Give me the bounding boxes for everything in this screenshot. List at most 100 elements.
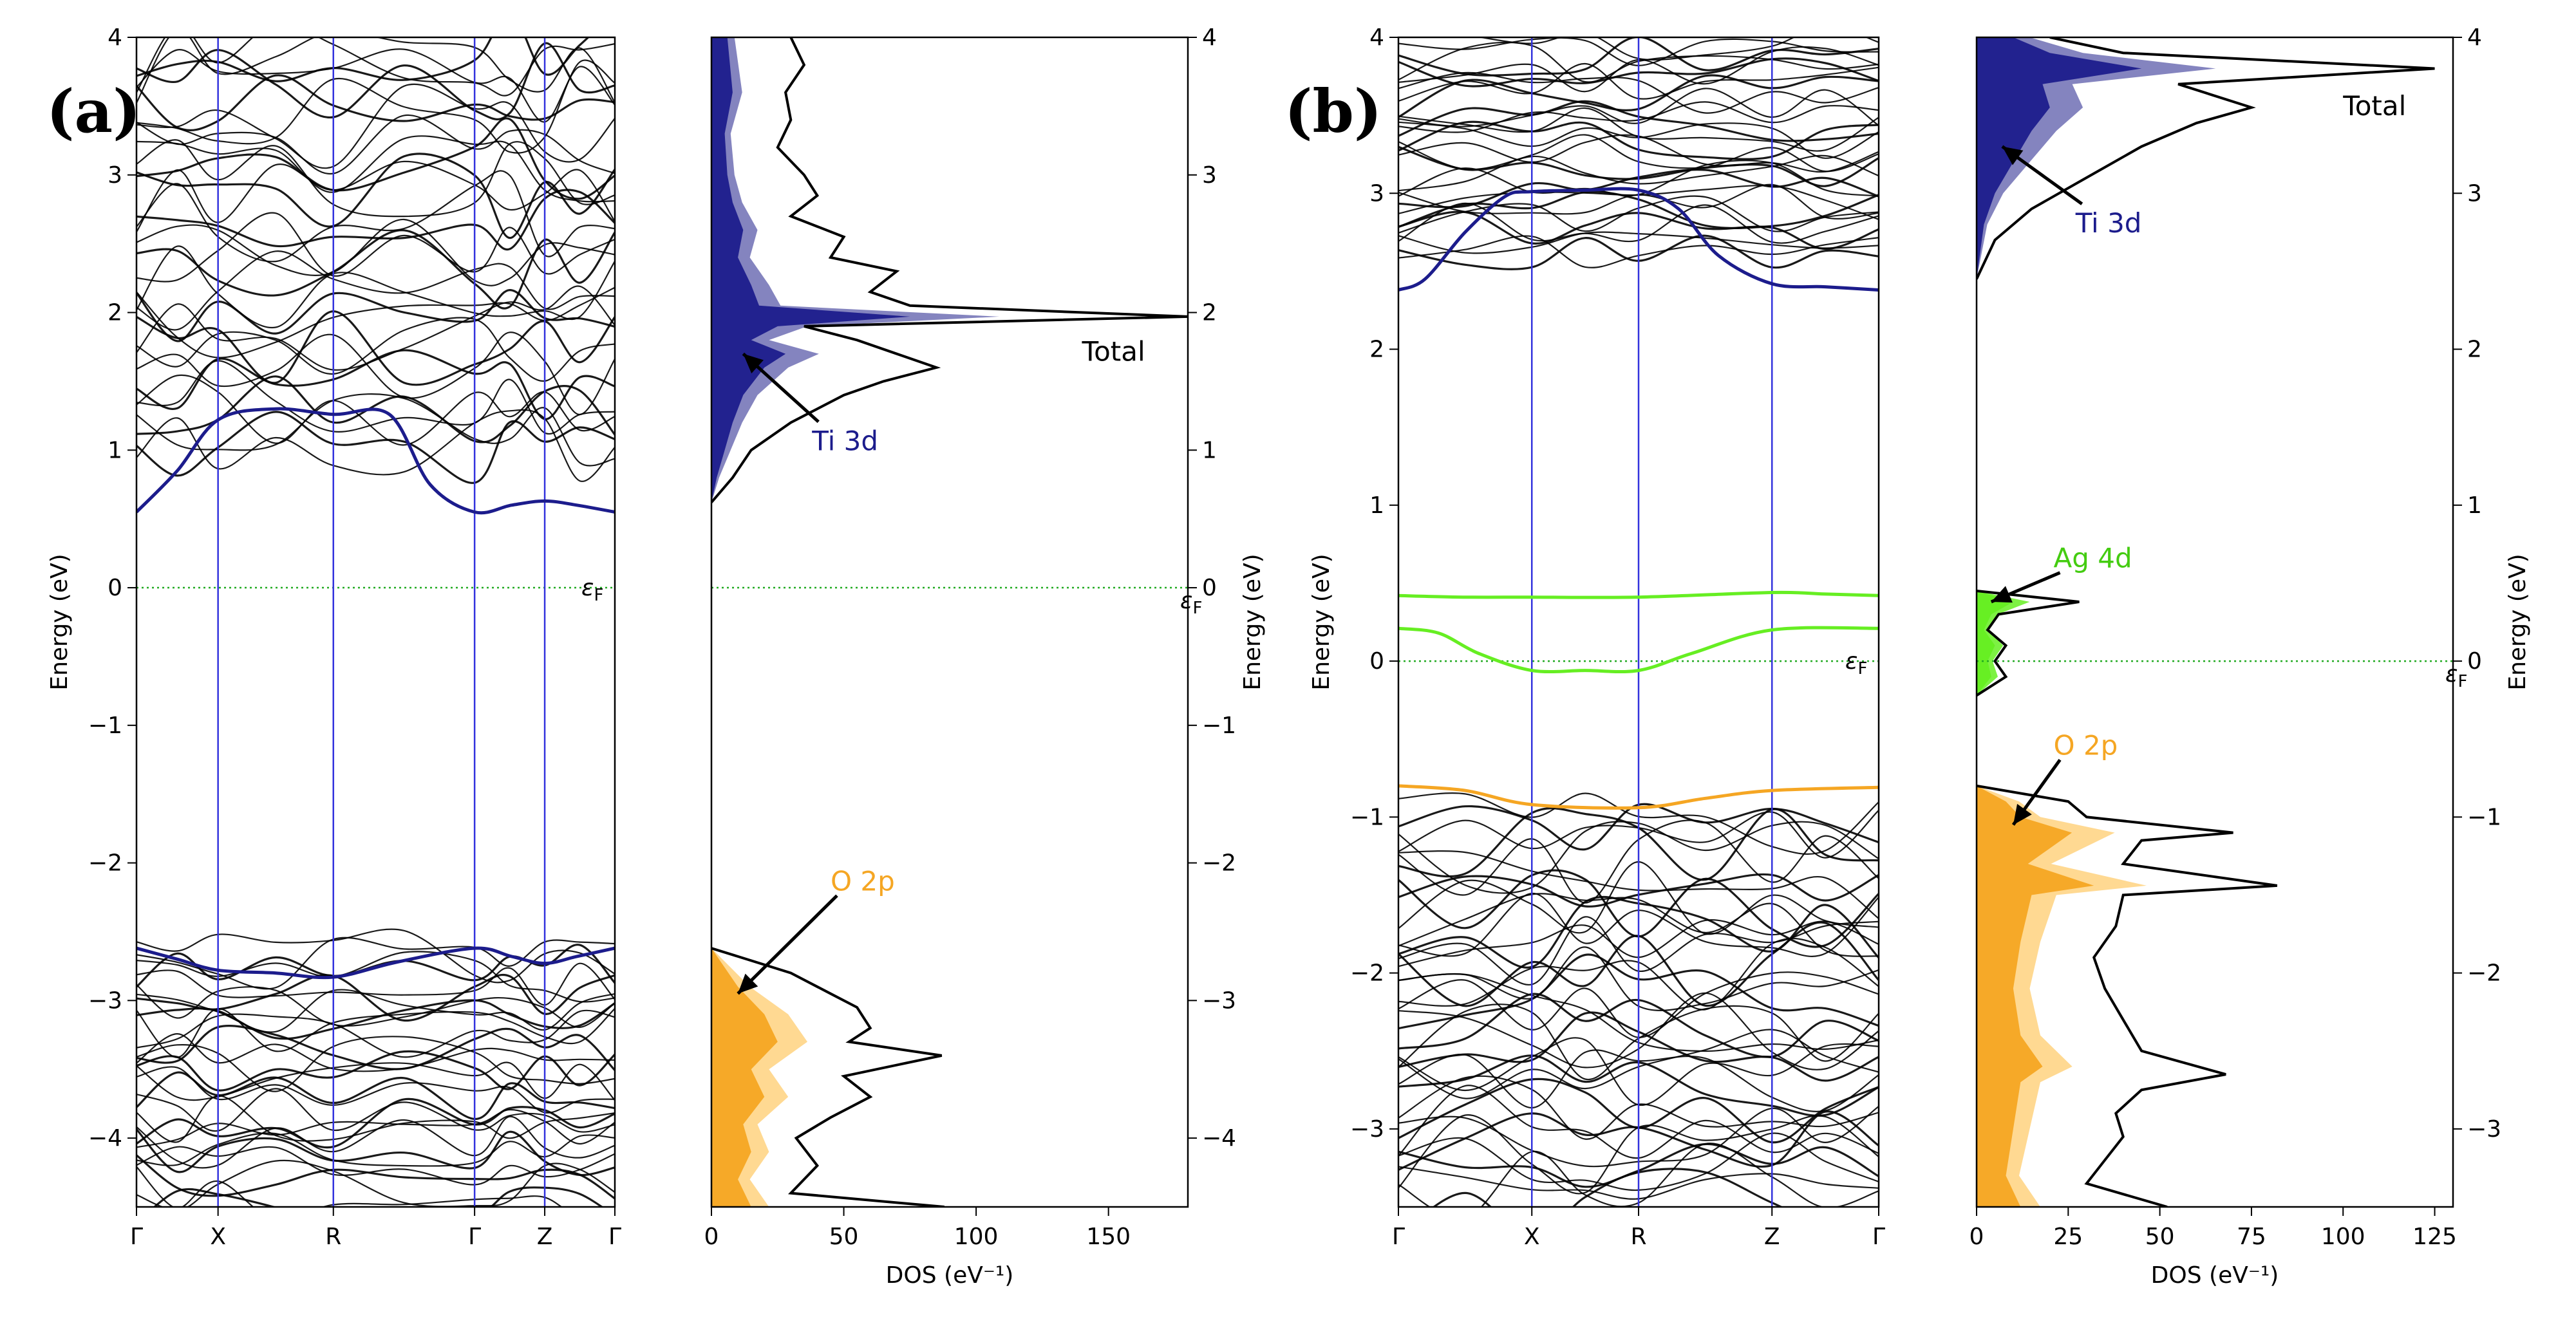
band-line [1398, 803, 1879, 851]
x-tick-label: 150 [1086, 1224, 1131, 1250]
dos-area-light [711, 37, 1000, 503]
dos-area [711, 948, 778, 1207]
y-tick-label: 3 [108, 162, 122, 189]
band-line [136, 48, 615, 123]
band-line [136, 374, 615, 446]
band-line [1398, 1037, 1879, 1106]
dos-area [1977, 37, 2142, 279]
y-axis-label: Energy (eV) [1308, 554, 1335, 690]
plot-area [1977, 37, 2453, 1207]
band-line [1398, 1049, 1879, 1112]
band-line [136, 1154, 615, 1200]
band-line [136, 393, 615, 467]
band-line [136, 944, 615, 988]
plot-frame [135, 36, 616, 1208]
band-line [136, 951, 615, 1003]
kpoint-label: R [1630, 1224, 1646, 1250]
band-line [136, 310, 615, 386]
y-tick-label: 1 [1202, 437, 1217, 463]
y-tick-label: −4 [1202, 1125, 1236, 1152]
panel-label-b: (b) [1284, 77, 1382, 146]
plot-area [1398, 37, 1879, 1207]
band-line [136, 331, 615, 416]
y-tick-label: −1 [1350, 804, 1384, 830]
band-line [136, 962, 615, 1006]
band-line [136, 989, 615, 1033]
band-line [1398, 946, 1879, 1011]
y-tick-label: 4 [1202, 24, 1217, 51]
kpoint-label: Γ [468, 1224, 481, 1250]
band-line [136, 37, 615, 104]
fermi-label: εF [1845, 648, 1867, 678]
band-line [153, 1186, 604, 1207]
band-line [136, 360, 615, 435]
band-line [136, 973, 615, 1022]
panel-label-a: (a) [46, 77, 141, 146]
x-tick-label: 0 [1970, 1224, 1984, 1250]
highlight-band [136, 946, 615, 980]
kpoint-label: Z [537, 1224, 553, 1250]
annotation-label: O 2p [831, 865, 895, 897]
dos-total-line [1977, 784, 2278, 1207]
band-line [136, 1066, 615, 1114]
y-tick-label: −1 [88, 713, 122, 739]
kpoint-label: Γ [1872, 1224, 1885, 1250]
y-tick-label: 3 [2467, 180, 2482, 207]
plot-frame [710, 36, 1189, 1208]
y-tick-label: 2 [108, 300, 122, 326]
band-line [136, 409, 615, 482]
band-line [136, 286, 615, 359]
plot-frame [1975, 36, 2454, 1208]
band-line [1398, 1114, 1879, 1195]
y-tick-label: −3 [1202, 987, 1236, 1014]
y-tick-label: 2 [1202, 300, 1217, 326]
band-line [1398, 893, 1879, 957]
y-tick-label: 0 [108, 575, 122, 601]
band-line [136, 160, 615, 232]
band-line [136, 37, 590, 82]
kpoint-label: X [1524, 1224, 1540, 1250]
dos-total-line [1977, 37, 2435, 280]
band-structure-a: −4 −3 −2 −1 0 1 2 3 4 Energy (eV) Γ X R Γ Z ΓεF [46, 24, 621, 1250]
y-tick-label: 0 [1202, 575, 1217, 601]
band-line [136, 37, 615, 97]
band-line [136, 1032, 615, 1072]
band-line [136, 229, 615, 310]
annotation-arrowhead [1991, 586, 2013, 603]
band-line [1398, 1075, 1879, 1140]
kpoint-label: Γ [1392, 1224, 1405, 1250]
annotation-arrow [737, 894, 838, 995]
annotation-label: Total [2342, 90, 2406, 122]
band-line [136, 928, 615, 984]
y-tick-label: −2 [88, 850, 122, 877]
band-structure-b: −3 −2 −1 0 1 2 3 4 Energy (eV) Γ X R Z ΓεF [1308, 24, 1885, 1250]
dos-total-line [1977, 590, 2080, 697]
highlight-band [1398, 590, 1879, 599]
y-tick-label: 2 [1369, 337, 1384, 363]
band-line [1398, 971, 1879, 1038]
kpoint-label: Z [1764, 1224, 1780, 1250]
x-tick-label: 125 [2412, 1224, 2457, 1250]
y-tick-label: 3 [1369, 180, 1384, 207]
band-line [136, 1132, 615, 1167]
kpoint-label: Γ [608, 1224, 621, 1250]
y-tick-label: 3 [1202, 162, 1217, 189]
dos-total-line [711, 947, 945, 1207]
y-tick-label: −3 [88, 987, 122, 1014]
annotation-label: Ti 3d [2075, 207, 2142, 239]
band-line [1398, 810, 1879, 859]
y-tick-label: 4 [1369, 24, 1384, 51]
band-line [1398, 88, 1879, 127]
annotation-arrowhead [738, 973, 758, 994]
x-axis-label: DOS (eV⁻¹) [886, 1262, 1014, 1289]
band-line [136, 42, 615, 120]
band-line [136, 1050, 615, 1092]
y-tick-label: 1 [2467, 492, 2482, 519]
band-line [1398, 916, 1879, 985]
y-tick-label: 0 [1369, 648, 1384, 675]
band-line [136, 117, 615, 200]
y-tick-label: 1 [108, 437, 122, 463]
y-tick-label: 2 [2467, 337, 2482, 363]
kpoint-label: R [325, 1224, 341, 1250]
